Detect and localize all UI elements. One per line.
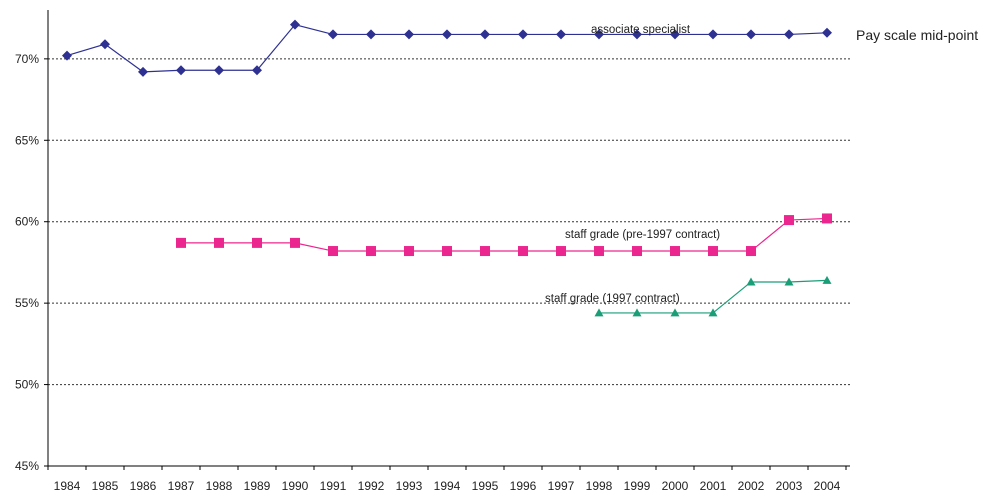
- series-2: [594, 275, 832, 317]
- x-tick-label: 1987: [168, 479, 195, 493]
- y-axis-title: Pay scale mid-point: [856, 27, 978, 43]
- x-tick-label: 1999: [624, 479, 651, 493]
- x-tick-label: 2001: [700, 479, 727, 493]
- data-point-diamond: [62, 50, 72, 61]
- x-ticks: 1984 1985 1986 1987 1988 1989 1990 1991 1992 1993…: [47, 466, 847, 493]
- gridlines: [48, 58, 850, 386]
- data-point-square: [214, 237, 224, 248]
- x-tick-label: 2000: [662, 479, 689, 493]
- data-point-square: [594, 246, 604, 257]
- x-tick-label: 1995: [472, 479, 499, 493]
- y-tick-label: 55%: [15, 296, 39, 310]
- x-tick-label: 1997: [548, 479, 575, 493]
- series-label-associate-specialist: associate specialist: [591, 24, 691, 36]
- data-point-square: [708, 246, 718, 257]
- data-point-diamond: [176, 65, 186, 76]
- series-label-staff-grade-pre-1997: staff grade (pre-1997 contract): [565, 229, 720, 241]
- data-point-triangle: [746, 277, 756, 286]
- data-point-square: [290, 237, 300, 248]
- x-tick-label: 1984: [54, 479, 81, 493]
- data-point-diamond: [290, 19, 300, 30]
- data-point-diamond: [100, 39, 110, 50]
- data-point-square: [784, 215, 794, 226]
- data-point-diamond: [518, 29, 528, 40]
- data-point-square: [746, 246, 756, 257]
- axes: [47, 10, 850, 467]
- data-point-diamond: [556, 29, 566, 40]
- data-point-square: [404, 246, 414, 257]
- data-point-triangle: [708, 308, 718, 317]
- x-tick-label: 2002: [738, 479, 765, 493]
- data-point-diamond: [442, 29, 452, 40]
- data-point-square: [518, 246, 528, 257]
- data-point-diamond: [784, 29, 794, 40]
- x-tick-label: 1996: [510, 479, 537, 493]
- y-tick-label: 50%: [15, 378, 39, 392]
- x-tick-label: 1990: [282, 479, 309, 493]
- data-point-triangle: [822, 275, 832, 284]
- x-tick-label: 1991: [320, 479, 347, 493]
- data-point-diamond: [594, 29, 604, 40]
- x-tick-label: 1988: [206, 479, 233, 493]
- x-tick-label: 1985: [92, 479, 119, 493]
- x-tick-label: 1994: [434, 479, 461, 493]
- data-point-square: [822, 213, 832, 224]
- data-point-triangle: [632, 308, 642, 317]
- x-tick-label: 1986: [130, 479, 157, 493]
- data-point-diamond: [404, 29, 414, 40]
- y-ticks: 45% 50% 55% 60% 65% 70%: [15, 52, 48, 473]
- data-point-diamond: [252, 65, 262, 76]
- y-tick-label: 45%: [15, 459, 39, 473]
- data-point-square: [176, 237, 186, 248]
- series-group: [62, 19, 832, 317]
- x-tick-label: 1989: [244, 479, 271, 493]
- y-tick-label: 65%: [15, 133, 39, 147]
- data-point-square: [670, 246, 680, 257]
- data-point-square: [366, 246, 376, 257]
- data-point-diamond: [708, 29, 718, 40]
- data-point-diamond: [138, 66, 148, 77]
- data-point-diamond: [632, 29, 642, 40]
- series-line: [181, 217, 828, 252]
- x-tick-label: 1993: [396, 479, 423, 493]
- data-point-diamond: [214, 65, 224, 76]
- data-point-diamond: [746, 29, 756, 40]
- data-point-diamond: [670, 29, 680, 40]
- series-label-staff-grade-1997: staff grade (1997 contract): [545, 293, 680, 305]
- data-point-diamond: [480, 29, 490, 40]
- series-0: [62, 19, 832, 77]
- x-tick-label: 2004: [814, 479, 841, 493]
- series-1: [176, 213, 832, 257]
- data-point-square: [442, 246, 452, 257]
- data-point-diamond: [366, 29, 376, 40]
- data-point-triangle: [594, 308, 604, 317]
- x-tick-label: 1992: [358, 479, 385, 493]
- data-point-square: [480, 246, 490, 257]
- data-point-diamond: [328, 29, 338, 40]
- y-tick-label: 70%: [15, 52, 39, 66]
- data-point-square: [556, 246, 566, 257]
- data-point-square: [632, 246, 642, 257]
- x-tick-label: 1998: [586, 479, 613, 493]
- data-point-square: [252, 237, 262, 248]
- x-tick-label: 2003: [776, 479, 803, 493]
- y-tick-label: 60%: [15, 215, 39, 229]
- data-point-diamond: [822, 27, 832, 38]
- data-point-triangle: [670, 308, 680, 317]
- data-point-square: [328, 246, 338, 257]
- data-point-triangle: [784, 277, 794, 286]
